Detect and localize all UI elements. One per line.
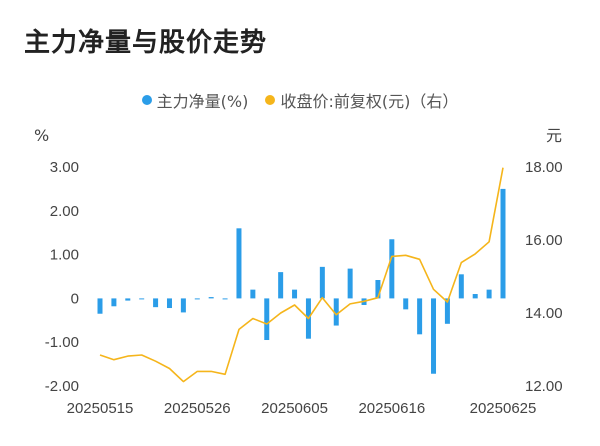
x-tick-label: 20250515	[67, 400, 134, 417]
price-line[interactable]	[99, 167, 504, 383]
legend-bar-label: 主力净量(%)	[156, 92, 249, 111]
bar[interactable]	[486, 289, 492, 299]
left-tick-label: -1.00	[45, 334, 79, 351]
x-tick-label: 20250526	[164, 400, 231, 417]
bar[interactable]	[153, 298, 159, 308]
bar[interactable]	[111, 298, 117, 307]
legend-line-marker	[265, 95, 276, 105]
bar[interactable]	[500, 188, 506, 299]
right-tick-label: 16.00	[525, 232, 563, 249]
right-axis-ticks: 18.00 16.00 14.00 12.00	[525, 159, 563, 395]
bar[interactable]	[292, 289, 298, 299]
left-tick-label: 2.00	[50, 203, 79, 220]
bar[interactable]	[444, 298, 450, 324]
bar[interactable]	[375, 280, 381, 299]
x-axis-ticks: 20250515 20250526 20250605 20250616 20250625	[67, 400, 537, 417]
left-tick-label: -2.00	[45, 378, 79, 395]
line-series	[99, 167, 504, 383]
bar[interactable]	[458, 274, 464, 299]
left-axis-unit: %	[34, 126, 49, 145]
legend: 主力净量(%) 收盘价:前复权(元)（右）	[0, 88, 600, 112]
bar[interactable]	[194, 298, 200, 300]
right-tick-label: 14.00	[525, 305, 563, 322]
bar[interactable]	[472, 294, 478, 299]
bar[interactable]	[403, 298, 409, 310]
bar[interactable]	[333, 298, 339, 326]
bar[interactable]	[236, 228, 242, 299]
legend-item-line[interactable]: 收盘价:前复权(元)（右）	[265, 88, 458, 112]
bar-series	[97, 188, 506, 374]
left-tick-label: 3.00	[50, 159, 79, 176]
bar[interactable]	[222, 298, 228, 300]
x-tick-label: 20250605	[261, 400, 328, 417]
bar[interactable]	[347, 268, 353, 299]
bar[interactable]	[264, 298, 270, 341]
legend-item-bar[interactable]: 主力净量(%)	[141, 88, 249, 112]
bar[interactable]	[139, 298, 145, 300]
left-axis-ticks: 3.00 2.00 1.00 0 -1.00 -2.00	[45, 159, 79, 395]
bar[interactable]	[208, 297, 214, 299]
bar[interactable]	[278, 272, 284, 299]
bar[interactable]	[319, 266, 325, 299]
x-tick-label: 20250616	[358, 400, 425, 417]
legend-line-label: 收盘价:前复权(元)（右）	[280, 92, 459, 111]
right-axis-unit: 元	[546, 126, 562, 145]
chart-title: 主力净量与股价走势	[24, 28, 268, 58]
left-tick-label: 0	[71, 290, 79, 307]
bar[interactable]	[180, 298, 186, 313]
bar[interactable]	[250, 289, 256, 299]
legend-bar-marker	[141, 95, 152, 105]
bar[interactable]	[125, 298, 131, 301]
left-tick-label: 1.00	[50, 247, 79, 264]
bar[interactable]	[431, 298, 437, 374]
x-tick-label: 20250625	[470, 400, 537, 417]
bar[interactable]	[417, 298, 423, 335]
bar[interactable]	[166, 298, 172, 309]
right-tick-label: 18.00	[525, 159, 563, 176]
right-tick-label: 12.00	[525, 378, 563, 395]
bar[interactable]	[389, 239, 395, 299]
bar[interactable]	[97, 298, 103, 314]
